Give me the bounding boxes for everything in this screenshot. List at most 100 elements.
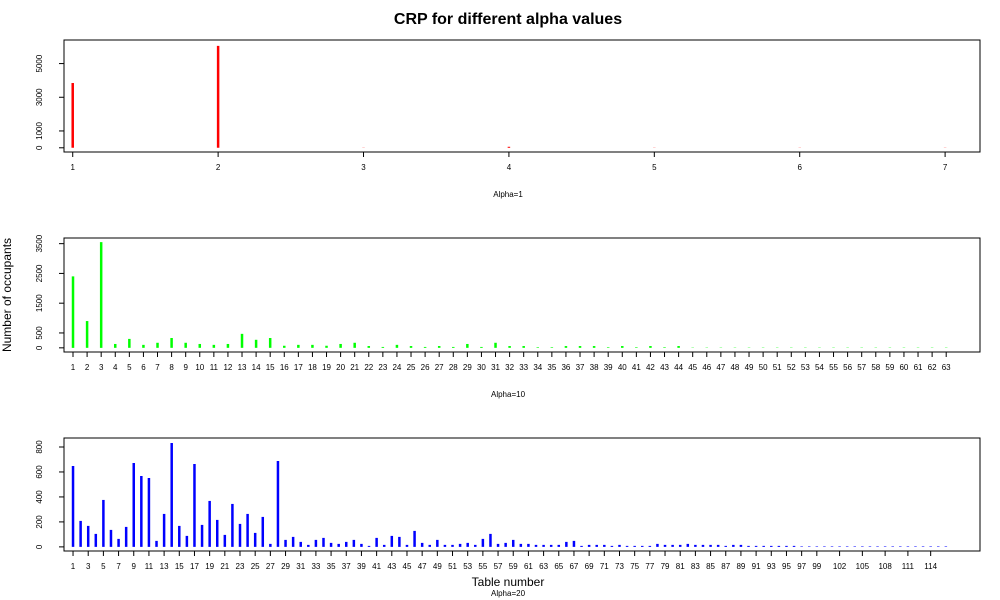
x-tick-label: 11 [145, 562, 154, 571]
x-tick-label: 91 [752, 562, 761, 571]
x-tick-label: 14 [252, 363, 261, 372]
x-tick-label: 15 [266, 363, 275, 372]
x-tick-label: 25 [251, 562, 260, 571]
x-tick-label: 12 [223, 363, 232, 372]
x-tick-label: 31 [491, 363, 500, 372]
x-tick-label: 111 [902, 562, 915, 571]
x-tick-label: 6 [141, 363, 146, 372]
x-tick-label: 73 [615, 562, 624, 571]
x-tick-label: 65 [554, 562, 563, 571]
x-tick-label: 5 [101, 562, 106, 571]
x-tick-label: 7 [116, 562, 121, 571]
x-tick-label: 114 [924, 562, 937, 571]
x-tick-label: 7 [943, 163, 948, 172]
x-tick-label: 2 [85, 363, 90, 372]
x-tick-label: 108 [878, 562, 892, 571]
x-tick-label: 3 [361, 163, 366, 172]
y-tick-label: 0 [35, 345, 44, 350]
x-tick-label: 102 [833, 562, 847, 571]
x-tick-label: 1 [71, 363, 76, 372]
x-tick-label: 40 [618, 363, 627, 372]
x-tick-label: 9 [183, 363, 188, 372]
plot-frame [63, 39, 981, 153]
x-tick-label: 16 [280, 363, 289, 372]
x-tick-label: 69 [585, 562, 594, 571]
x-tick-label: 81 [676, 562, 685, 571]
x-tick-label: 17 [294, 363, 303, 372]
x-tick-label: 61 [524, 562, 533, 571]
x-tick-label: 13 [160, 562, 169, 571]
x-tick-label: 45 [403, 562, 412, 571]
x-tick-label: 18 [308, 363, 317, 372]
x-tick-label: 41 [372, 562, 381, 571]
panel-label: Alpha=1 [493, 190, 523, 199]
x-tick-label: 62 [928, 363, 937, 372]
x-tick-label: 4 [113, 363, 118, 372]
x-tick-label: 54 [815, 363, 824, 372]
x-tick-label: 95 [782, 562, 791, 571]
y-tick-label: 0 [35, 544, 44, 549]
plot-frame [63, 237, 981, 353]
x-tick-label: 51 [448, 562, 457, 571]
figure-title: CRP for different alpha values [394, 11, 622, 28]
x-tick-label: 21 [350, 363, 359, 372]
x-tick-label: 1 [71, 562, 76, 571]
x-tick-label: 67 [569, 562, 578, 571]
x-tick-label: 83 [691, 562, 700, 571]
x-tick-label: 35 [327, 562, 336, 571]
x-tick-label: 49 [745, 363, 754, 372]
x-tick-label: 25 [407, 363, 416, 372]
x-tick-label: 37 [576, 363, 585, 372]
x-tick-label: 43 [387, 562, 396, 571]
x-tick-label: 31 [296, 562, 305, 571]
x-tick-label: 19 [205, 562, 214, 571]
y-tick-label: 500 [35, 326, 44, 340]
x-tick-label: 75 [630, 562, 639, 571]
x-tick-label: 87 [721, 562, 730, 571]
x-tick-label: 63 [539, 562, 548, 571]
x-tick-label: 39 [357, 562, 366, 571]
x-tick-label: 61 [914, 363, 923, 372]
x-tick-label: 43 [660, 363, 669, 372]
x-tick-label: 59 [885, 363, 894, 372]
x-tick-label: 45 [688, 363, 697, 372]
panel-label: Alpha=20 [491, 589, 526, 598]
x-tick-label: 23 [378, 363, 387, 372]
x-tick-label: 29 [463, 363, 472, 372]
x-tick-label: 11 [210, 363, 219, 372]
x-tick-label: 5 [652, 163, 657, 172]
x-tick-label: 41 [632, 363, 641, 372]
x-tick-label: 93 [767, 562, 776, 571]
x-axis-label: Table number [472, 575, 545, 589]
x-tick-label: 89 [736, 562, 745, 571]
x-tick-label: 47 [716, 363, 725, 372]
plot-frame [63, 437, 981, 552]
y-tick-label: 3000 [35, 88, 44, 106]
panel-label: Alpha=10 [491, 390, 526, 399]
y-tick-label: 600 [35, 465, 44, 479]
x-tick-label: 46 [702, 363, 711, 372]
x-tick-label: 53 [801, 363, 810, 372]
x-tick-label: 77 [645, 562, 654, 571]
x-tick-label: 55 [829, 363, 838, 372]
y-tick-label: 400 [35, 490, 44, 504]
y-tick-label: 5000 [35, 54, 44, 72]
y-tick-label: 2500 [35, 264, 44, 282]
x-tick-label: 63 [942, 363, 951, 372]
x-tick-label: 85 [706, 562, 715, 571]
y-tick-label: 3500 [35, 234, 44, 252]
y-tick-label: 0 [35, 145, 44, 150]
x-tick-label: 21 [220, 562, 229, 571]
x-tick-label: 47 [418, 562, 427, 571]
x-tick-label: 19 [322, 363, 331, 372]
x-tick-label: 51 [773, 363, 782, 372]
x-tick-label: 15 [175, 562, 184, 571]
x-tick-label: 105 [856, 562, 870, 571]
x-tick-label: 27 [266, 562, 275, 571]
x-tick-label: 48 [730, 363, 739, 372]
x-tick-label: 37 [342, 562, 351, 571]
x-tick-label: 36 [561, 363, 570, 372]
x-tick-label: 57 [857, 363, 866, 372]
x-tick-label: 59 [509, 562, 518, 571]
